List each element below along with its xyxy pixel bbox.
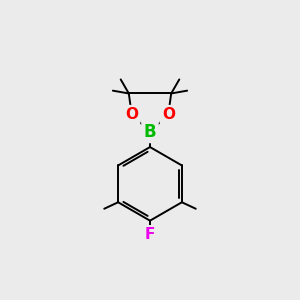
- Text: B: B: [144, 123, 156, 141]
- Text: O: O: [162, 107, 175, 122]
- Text: F: F: [145, 227, 155, 242]
- Text: O: O: [125, 107, 138, 122]
